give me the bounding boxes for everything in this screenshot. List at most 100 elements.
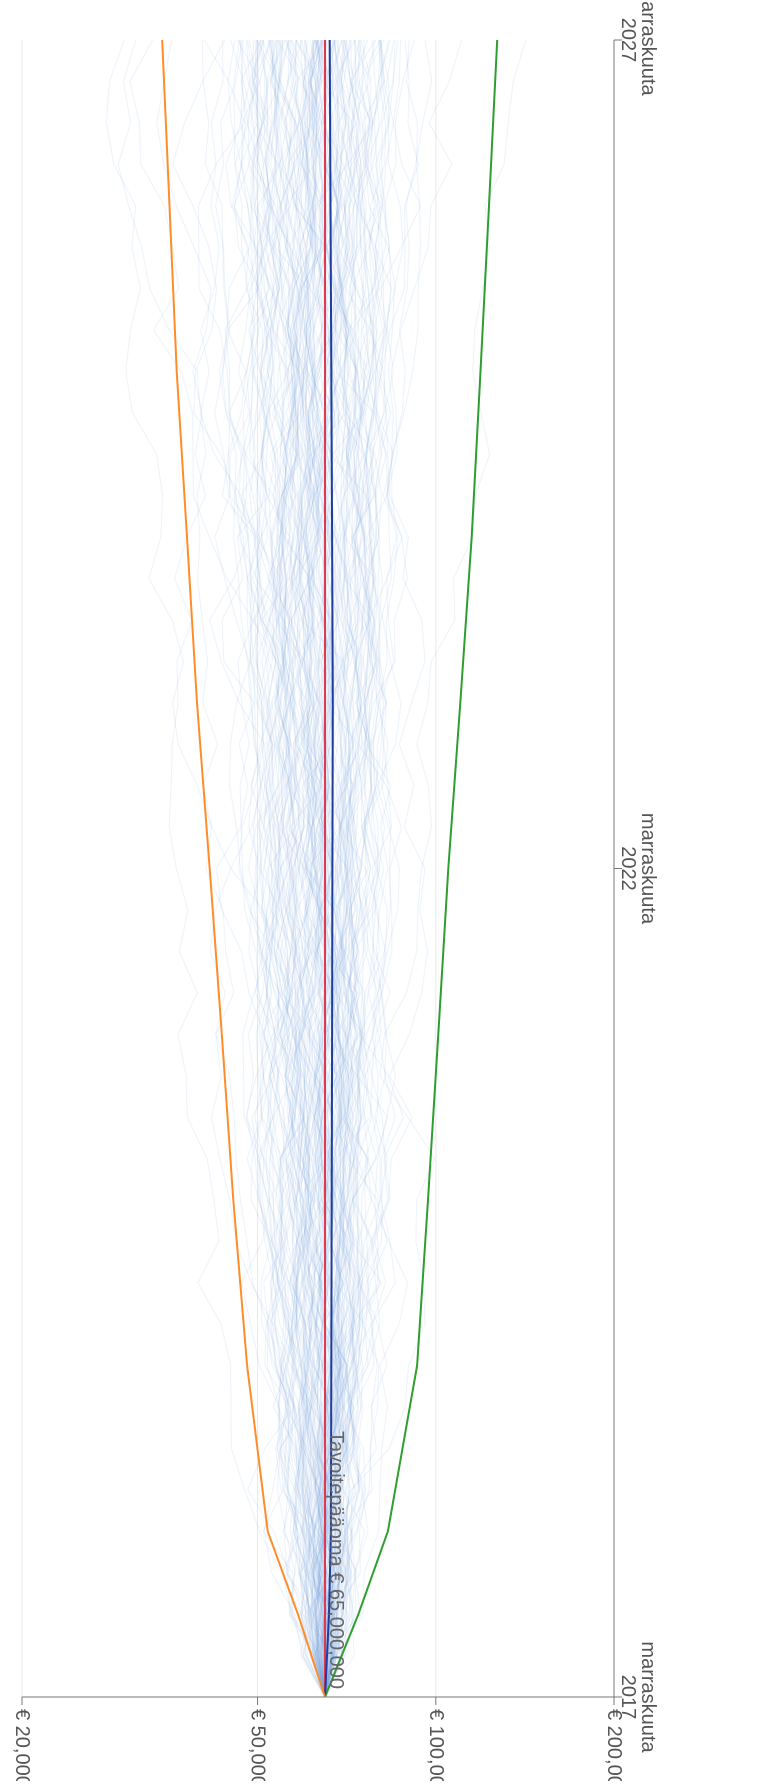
series-layer [161, 39, 499, 1698]
simulation-path [248, 39, 348, 1698]
x-tick-label: marraskuuta [637, 1641, 659, 1753]
simulation-path [299, 39, 350, 1698]
simulation-path [258, 39, 355, 1698]
simulation-path [272, 39, 405, 1698]
simulation-path [224, 39, 388, 1698]
simulation-path [324, 39, 419, 1698]
simulation-path [324, 39, 393, 1698]
simulation-path [287, 39, 362, 1698]
simulation-path [265, 39, 349, 1698]
simulation-path [324, 39, 415, 1698]
simulation-path [317, 39, 463, 1698]
simulation-path [301, 39, 360, 1698]
simulation-path [241, 39, 326, 1698]
simulation-path [310, 39, 359, 1698]
simulation-path [279, 39, 381, 1698]
simulation-path [290, 39, 364, 1698]
simulation-path [271, 39, 355, 1698]
x-tick-label: marraskuuta [637, 0, 659, 96]
simulation-path [197, 39, 344, 1698]
x-tick-label: 2022 [617, 846, 639, 891]
simulation-path [313, 39, 433, 1698]
simulation-path [257, 39, 347, 1698]
simulation-path [291, 39, 361, 1698]
simulation-path [250, 39, 366, 1698]
simulation-path [250, 39, 334, 1698]
simulation-path [313, 39, 380, 1698]
simulation-path [288, 39, 334, 1698]
simulation-path [323, 39, 388, 1698]
simulation-path [298, 39, 390, 1698]
simulation-path [270, 39, 343, 1698]
x-tick-label: marraskuuta [637, 813, 659, 925]
simulation-path [324, 39, 402, 1698]
simulation-path [318, 39, 391, 1698]
simulation-path [246, 39, 326, 1698]
simulation-path [300, 39, 362, 1698]
simulation-path [247, 39, 339, 1698]
simulation-path [215, 39, 329, 1698]
simulation-path [299, 39, 377, 1698]
simulation-path [245, 39, 346, 1698]
simulation-paths [105, 39, 527, 1698]
simulation-path [318, 39, 393, 1698]
simulation-path [246, 39, 387, 1698]
simulation-path [313, 39, 395, 1698]
simulation-path [233, 39, 339, 1698]
simulation-path [309, 39, 361, 1698]
simulation-path [275, 39, 345, 1698]
simulation-path [278, 39, 361, 1698]
simulation-path [320, 39, 375, 1698]
simulation-path [276, 39, 334, 1697]
simulation-path [311, 39, 350, 1698]
simulation-path [230, 39, 352, 1698]
simulation-path [291, 39, 333, 1698]
simulation-path [279, 39, 342, 1698]
simulation-path [309, 39, 375, 1698]
series-line [161, 39, 326, 1698]
simulation-path [290, 39, 360, 1698]
simulation-path [214, 39, 339, 1698]
simulation-path [299, 39, 370, 1698]
simulation-path [242, 39, 326, 1698]
simulation-path [246, 39, 350, 1698]
y-tick-label: € 20,000,000 [11, 1709, 33, 1781]
simulation-path [274, 39, 337, 1698]
y-tick-label: € 200,000,000 [603, 1709, 625, 1781]
simulation-path [273, 39, 343, 1698]
simulation-path [318, 39, 409, 1698]
simulation-path [231, 39, 345, 1698]
label-layer: Tavoitepääoma € 65,000,000 [325, 1431, 347, 1689]
simulation-path [265, 39, 326, 1698]
simulation-path [259, 39, 336, 1698]
simulation-path [129, 39, 369, 1698]
simulation-path [117, 39, 326, 1698]
simulation-path [311, 39, 365, 1698]
simulation-path [324, 39, 386, 1698]
y-tick-label: € 50,000,000 [247, 1709, 269, 1781]
simulation-path [240, 39, 375, 1698]
simulation-path [156, 39, 326, 1698]
x-tick-label: 2017 [617, 1675, 639, 1720]
simulation-path [250, 39, 328, 1698]
simulation-path [290, 39, 333, 1698]
simulation-path [319, 39, 396, 1698]
simulation-path [310, 39, 357, 1698]
simulation-path [291, 39, 344, 1698]
x-tick-label: 2027 [617, 18, 639, 63]
simulation-path [282, 39, 336, 1698]
simulation-path [233, 39, 326, 1698]
simulation-path [247, 39, 344, 1698]
simulation-path [292, 39, 335, 1698]
chart-rotated-group: € 20,000,000 € 50,000,000 € 100,000,000 € 2… [11, 0, 659, 1786]
simulation-path [297, 39, 344, 1698]
simulation-path [287, 39, 328, 1698]
simulation-path [250, 39, 330, 1698]
simulation-path [320, 39, 402, 1698]
simulation-path [261, 39, 334, 1698]
simulation-path [283, 39, 403, 1698]
simulation-path [272, 39, 344, 1698]
simulation-path [298, 39, 382, 1698]
